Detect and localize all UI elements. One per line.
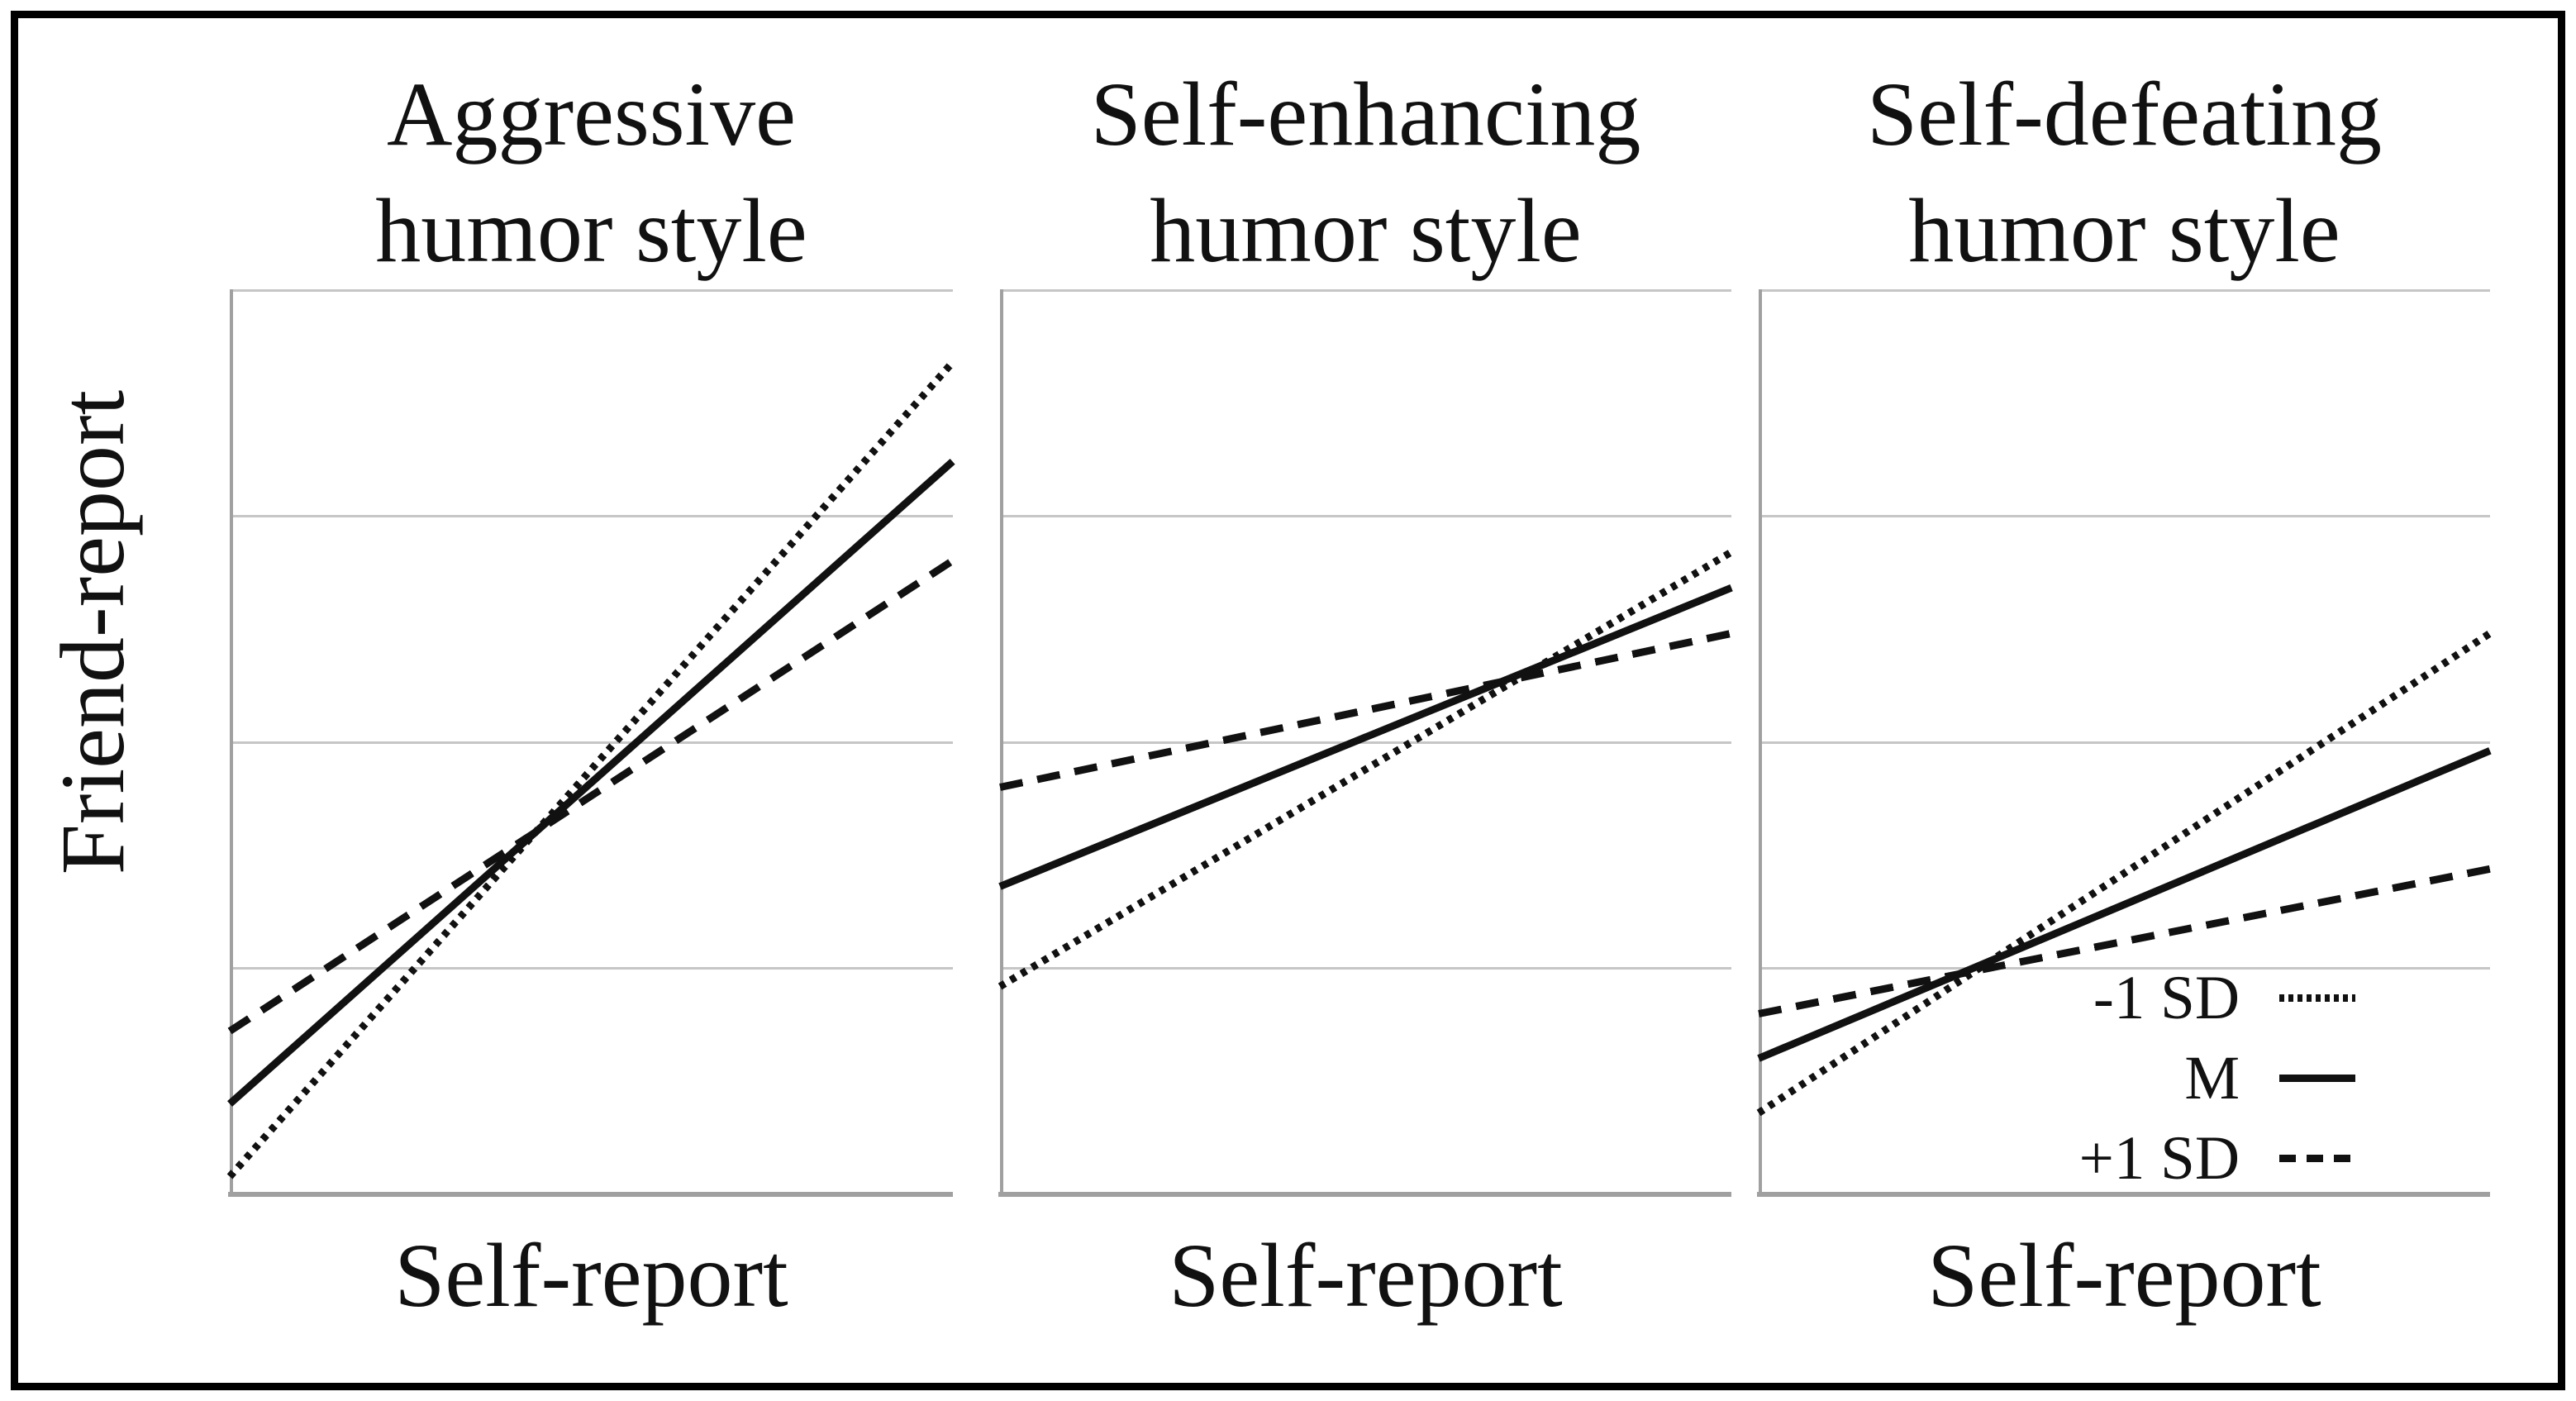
- panel-title-line2: humor style: [1150, 180, 1582, 281]
- gridline: [1759, 289, 2490, 292]
- y-axis-line: [1759, 289, 1762, 1197]
- series-line-1-sd: [998, 548, 1734, 990]
- x-axis-label: Self-report: [1927, 1225, 2321, 1326]
- plot-area: [226, 289, 956, 1197]
- x-axis-label: Self-report: [394, 1225, 788, 1326]
- legend-label-mean: M: [2184, 1044, 2240, 1113]
- legend-solid-line-sample: [2279, 1075, 2355, 1082]
- gridline: [230, 967, 953, 970]
- panel-self-enhancing: Self-enhancing humor style Self-report: [998, 64, 1734, 1325]
- x-axis-line: [228, 1192, 953, 1197]
- legend-dotted-line-sample: [2279, 994, 2355, 1002]
- plot-area: [998, 289, 1734, 1197]
- legend: -1 SD M +1 SD: [2079, 958, 2355, 1198]
- legend-label-plus-1sd: +1 SD: [2078, 1124, 2240, 1193]
- panel-title: Self-defeating humor style: [1734, 56, 2515, 289]
- panel-title: Aggressive humor style: [205, 56, 978, 289]
- panel-title-line1: Aggressive: [387, 64, 796, 164]
- series-line-1-sd: [226, 359, 956, 1179]
- y-axis-label: Friend-report: [42, 389, 143, 875]
- gridline: [1000, 514, 1731, 517]
- gridline: [230, 289, 953, 292]
- gridline: [1000, 967, 1731, 970]
- panel-title-line1: Self-defeating: [1866, 64, 2383, 164]
- gridline: [1759, 967, 2490, 970]
- x-axis-line: [1757, 1192, 2490, 1197]
- legend-label-minus-1sd: -1 SD: [2093, 964, 2240, 1032]
- gridline: [1000, 741, 1731, 744]
- legend-dashed-line-sample: [2279, 1155, 2355, 1162]
- gridline: [1759, 514, 2490, 517]
- panel-title-line1: Self-enhancing: [1090, 64, 1641, 164]
- series-line-1-sd: [227, 557, 955, 1035]
- gridline: [230, 514, 953, 517]
- panel-self-defeating: Self-defeating humor style -1 SD M +1: [1756, 64, 2493, 1325]
- plot-area: -1 SD M +1 SD: [1756, 289, 2493, 1197]
- legend-row: M: [2079, 1038, 2355, 1118]
- panel-title: Self-enhancing humor style: [975, 56, 1756, 289]
- legend-row: -1 SD: [2079, 958, 2355, 1038]
- panel-aggressive: Aggressive humor style Self-report: [226, 64, 956, 1325]
- gridline: [1759, 741, 2490, 744]
- series-line-m: [227, 458, 955, 1107]
- gridline: [230, 741, 953, 744]
- legend-row: +1 SD: [2079, 1118, 2355, 1198]
- x-axis-label: Self-report: [1169, 1225, 1563, 1326]
- figure-border: [11, 11, 2565, 1390]
- y-axis-line: [230, 289, 233, 1197]
- series-line-m: [998, 584, 1733, 890]
- panel-title-line2: humor style: [375, 180, 807, 281]
- y-axis-line: [1000, 289, 1003, 1197]
- gridline: [1000, 289, 1731, 292]
- panel-title-line2: humor style: [1908, 180, 2340, 281]
- x-axis-line: [998, 1192, 1731, 1197]
